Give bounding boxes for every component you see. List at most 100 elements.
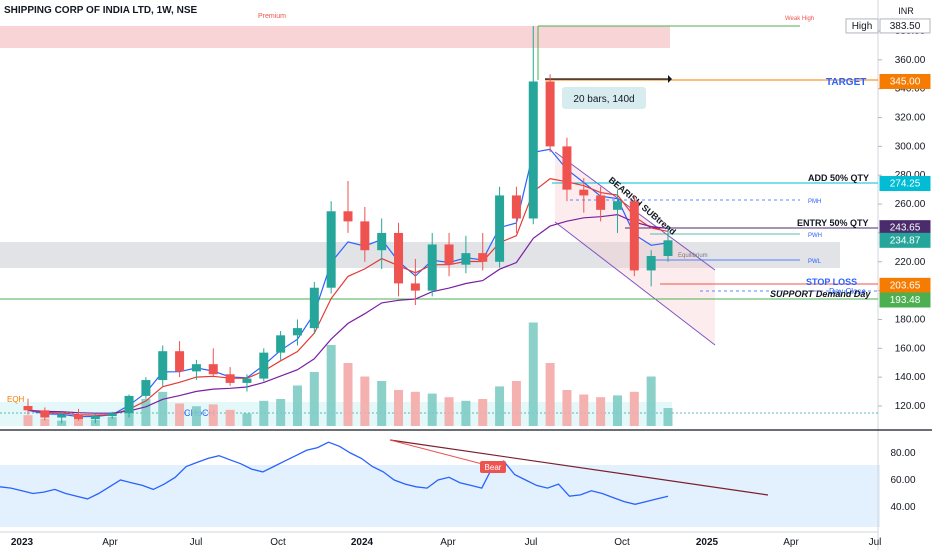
volume-bar (158, 391, 168, 426)
candle-body (309, 287, 319, 329)
candlesticks[interactable] (23, 25, 673, 424)
candle-body (57, 414, 67, 418)
price-badge-box (879, 232, 931, 248)
pwh-label: PWH (808, 233, 822, 239)
price-badge-value: 203.65 (890, 280, 921, 291)
volume-bar (444, 397, 454, 426)
volume-bar (292, 385, 302, 426)
volume-bar (511, 381, 521, 426)
rsi-trendline (389, 439, 769, 496)
candle-body (629, 201, 639, 271)
candle-body (360, 221, 370, 251)
candle-body (528, 81, 538, 219)
volume-bar (646, 376, 656, 426)
equilibrium-label: Equilibrium (678, 253, 708, 259)
moving-averages (27, 148, 669, 418)
price-badge-value: 234.87 (890, 235, 921, 246)
time-tick-label: Jul (525, 537, 538, 548)
channel-lower (554, 221, 716, 346)
candle-body (107, 413, 117, 417)
price-badge-value: 345.00 (890, 76, 921, 87)
volume-bar (579, 394, 589, 426)
target-arrowhead (668, 75, 672, 83)
price-badge-box (879, 277, 931, 293)
candle-body (40, 410, 50, 418)
time-tick-label: 2023 (11, 537, 34, 548)
ema-slow-line (27, 213, 669, 414)
pwl-label: PWL (808, 259, 822, 265)
price-badge-box (879, 176, 931, 192)
volume-bar (528, 322, 538, 426)
candle-body (208, 364, 218, 375)
weak-high-label: Weak High (785, 16, 814, 22)
time-tick-label: Jul (869, 537, 882, 548)
price-badge-box (879, 18, 931, 34)
time-tick-label: Oct (270, 537, 286, 548)
candle-body (394, 232, 404, 284)
price-tick-label: 360.00 (895, 55, 926, 66)
candle-body (545, 81, 555, 147)
candle-body (377, 232, 387, 251)
stop-loss-label: STOP LOSS (806, 277, 857, 287)
candle-body (478, 253, 488, 262)
volume-bar (191, 406, 201, 426)
price-tick-label: 220.00 (895, 257, 926, 268)
volume-bar (461, 400, 471, 426)
time-tick-label: Apr (440, 537, 456, 548)
range-info-text: 20 bars, 140d (573, 94, 634, 105)
rsi-line (0, 441, 669, 505)
volume-bar (326, 345, 336, 426)
range-info-box (562, 87, 646, 109)
candle-body (158, 351, 168, 381)
price-tick-label: 120.00 (895, 401, 926, 412)
price-tick-label: 280.00 (895, 170, 926, 181)
target-label: TARGET (826, 77, 866, 88)
price-tick-label: 160.00 (895, 343, 926, 354)
currency-label: INR (898, 6, 914, 16)
candle-body (292, 328, 302, 336)
time-axis[interactable]: 2023 Apr Jul Oct 2024 Apr Jul Oct 2025 Apr Jul (11, 537, 882, 548)
rsi-axis: 80.00 60.00 40.00 (890, 448, 915, 513)
candle-body (175, 351, 185, 372)
candle-body (259, 352, 269, 379)
candle-body (511, 195, 521, 219)
entry-label: ENTRY 50% QTY (797, 218, 869, 228)
candle-body (663, 240, 673, 256)
bear-badge (480, 461, 506, 473)
ema-fast-line (27, 148, 669, 418)
volume-bar (175, 403, 185, 426)
price-tick-label: 340.00 (895, 84, 926, 95)
price-badge-value: 274.25 (890, 179, 921, 190)
volume-bar (225, 409, 235, 426)
day-close-label: Day Close (829, 287, 866, 296)
volume-bar (495, 386, 505, 426)
price-badge-box (879, 73, 931, 89)
time-tick-label: 2025 (696, 537, 719, 548)
price-badge-box (879, 292, 931, 308)
candle-body (646, 256, 656, 271)
volume-bar (545, 363, 555, 426)
pmh-label: PMH (808, 199, 821, 205)
volume-bar (663, 408, 673, 426)
volume-bar (612, 395, 622, 426)
badge-caption: High (852, 21, 873, 32)
candle-body (579, 189, 589, 196)
candle-body (326, 211, 336, 288)
price-tick-label: 180.00 (895, 314, 926, 325)
volume-bar (596, 397, 606, 426)
premium-label: Premium (258, 13, 286, 20)
candle-body (562, 146, 572, 190)
premium-zone (0, 26, 670, 48)
volume-bar (242, 413, 252, 426)
price-tick-label: 320.00 (895, 113, 926, 124)
volume-bar (562, 390, 572, 426)
time-tick-label: Apr (783, 537, 799, 548)
candle-body (612, 201, 622, 210)
candle-body (461, 253, 471, 265)
price-badge-value: 193.48 (890, 295, 921, 306)
volume-bar (309, 372, 319, 426)
volume-bar (629, 391, 639, 426)
